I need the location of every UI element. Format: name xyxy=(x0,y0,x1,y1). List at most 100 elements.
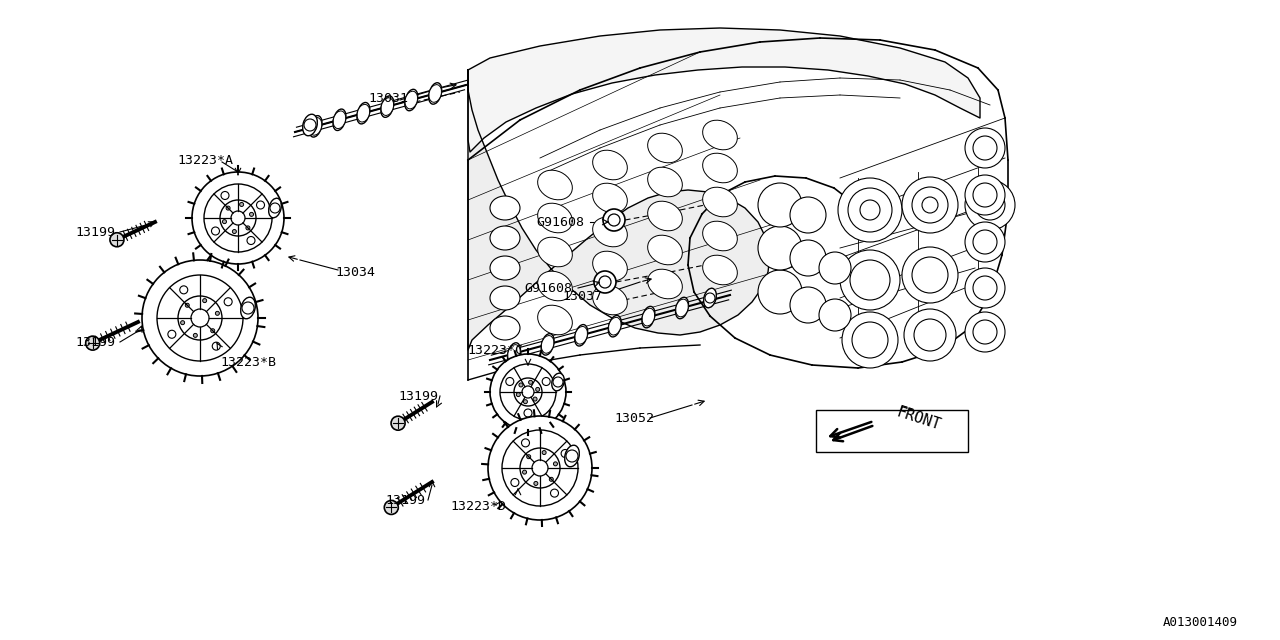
Ellipse shape xyxy=(508,345,520,362)
Ellipse shape xyxy=(381,98,393,115)
Ellipse shape xyxy=(333,111,346,129)
Circle shape xyxy=(603,209,625,231)
Circle shape xyxy=(534,481,538,486)
Circle shape xyxy=(550,489,558,497)
Ellipse shape xyxy=(593,252,627,281)
Circle shape xyxy=(211,227,219,235)
Circle shape xyxy=(223,220,227,223)
Text: A013001409: A013001409 xyxy=(1164,616,1238,628)
Ellipse shape xyxy=(648,236,682,265)
Circle shape xyxy=(902,177,957,233)
Circle shape xyxy=(524,409,532,417)
Circle shape xyxy=(529,380,532,385)
Ellipse shape xyxy=(704,288,717,308)
Circle shape xyxy=(819,299,851,331)
Circle shape xyxy=(553,377,563,387)
Text: 13199: 13199 xyxy=(76,335,115,349)
Text: 13223*B: 13223*B xyxy=(220,355,276,369)
Text: G91608: G91608 xyxy=(536,216,584,228)
Text: 13199: 13199 xyxy=(385,493,425,506)
Ellipse shape xyxy=(593,150,627,180)
FancyBboxPatch shape xyxy=(817,410,968,452)
Circle shape xyxy=(838,178,902,242)
Circle shape xyxy=(506,378,513,385)
Circle shape xyxy=(522,386,534,398)
Ellipse shape xyxy=(575,324,588,346)
Ellipse shape xyxy=(241,297,255,319)
Ellipse shape xyxy=(308,116,323,137)
Circle shape xyxy=(608,214,620,226)
Ellipse shape xyxy=(357,104,370,122)
Ellipse shape xyxy=(541,335,554,353)
Circle shape xyxy=(247,237,255,244)
Ellipse shape xyxy=(648,269,682,299)
Circle shape xyxy=(522,470,526,474)
Ellipse shape xyxy=(404,90,417,111)
Circle shape xyxy=(384,500,398,515)
Circle shape xyxy=(840,250,900,310)
Text: 13052: 13052 xyxy=(614,412,654,424)
Circle shape xyxy=(965,128,1005,168)
Circle shape xyxy=(705,293,716,303)
Circle shape xyxy=(758,226,803,270)
Ellipse shape xyxy=(538,271,572,301)
Ellipse shape xyxy=(648,133,682,163)
Circle shape xyxy=(246,226,250,230)
Circle shape xyxy=(180,321,184,324)
Circle shape xyxy=(599,276,611,288)
Circle shape xyxy=(913,187,948,223)
Ellipse shape xyxy=(608,316,621,337)
Circle shape xyxy=(305,119,316,131)
Circle shape xyxy=(178,296,221,340)
Circle shape xyxy=(532,397,538,401)
Polygon shape xyxy=(468,28,1000,365)
Circle shape xyxy=(790,197,826,233)
Ellipse shape xyxy=(310,118,321,135)
Circle shape xyxy=(594,271,616,293)
Circle shape xyxy=(561,449,570,458)
Text: 13037: 13037 xyxy=(562,289,602,303)
Circle shape xyxy=(553,462,558,466)
Ellipse shape xyxy=(538,204,572,233)
Circle shape xyxy=(973,183,997,207)
Circle shape xyxy=(758,183,803,227)
Ellipse shape xyxy=(538,170,572,200)
Ellipse shape xyxy=(490,316,520,340)
Ellipse shape xyxy=(703,221,737,251)
Ellipse shape xyxy=(538,237,572,267)
Ellipse shape xyxy=(302,114,317,136)
Circle shape xyxy=(520,448,561,488)
Ellipse shape xyxy=(564,445,580,467)
Ellipse shape xyxy=(490,256,520,280)
Circle shape xyxy=(758,270,803,314)
Ellipse shape xyxy=(648,167,682,196)
Circle shape xyxy=(392,416,404,430)
Ellipse shape xyxy=(703,188,737,217)
Circle shape xyxy=(549,477,553,481)
Circle shape xyxy=(515,378,541,406)
Circle shape xyxy=(242,302,253,314)
Ellipse shape xyxy=(357,102,370,124)
Polygon shape xyxy=(468,70,771,350)
Circle shape xyxy=(849,188,892,232)
Text: 13199: 13199 xyxy=(398,390,438,403)
Ellipse shape xyxy=(648,201,682,231)
Circle shape xyxy=(193,333,197,337)
Ellipse shape xyxy=(593,285,627,315)
Text: 13031: 13031 xyxy=(369,92,408,104)
Ellipse shape xyxy=(404,92,417,109)
Circle shape xyxy=(227,206,230,210)
Ellipse shape xyxy=(643,307,655,328)
Circle shape xyxy=(220,200,256,236)
Circle shape xyxy=(230,211,244,225)
Text: 13223*C: 13223*C xyxy=(467,344,524,356)
Circle shape xyxy=(157,275,243,361)
Circle shape xyxy=(913,257,948,293)
Text: 13223*A: 13223*A xyxy=(177,154,233,166)
Circle shape xyxy=(524,399,527,404)
Circle shape xyxy=(186,303,189,307)
Circle shape xyxy=(965,180,1015,230)
Circle shape xyxy=(516,392,521,397)
Ellipse shape xyxy=(381,96,394,117)
Text: G91608: G91608 xyxy=(524,282,572,294)
